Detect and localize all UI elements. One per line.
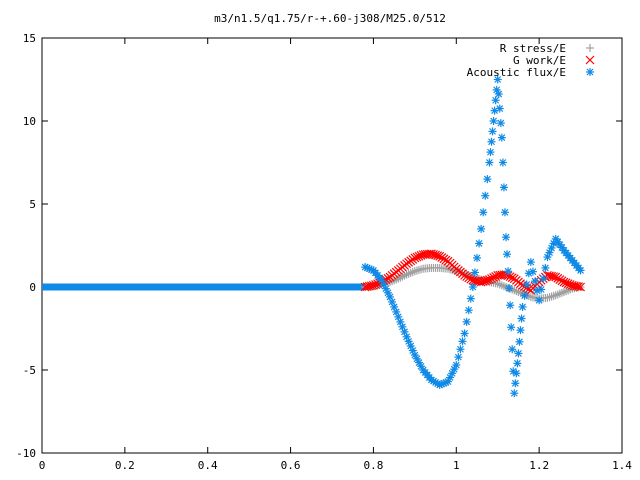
data-point xyxy=(576,266,585,275)
y-tick-label: 5 xyxy=(29,198,36,211)
data-point xyxy=(499,183,508,192)
data-point xyxy=(462,317,471,326)
x-tick-label: 1.4 xyxy=(612,459,632,472)
data-point xyxy=(507,323,516,332)
data-point xyxy=(489,117,498,125)
data-point xyxy=(481,191,490,200)
legend-label-acoustic-flux: Acoustic flux/E xyxy=(467,66,566,79)
data-point xyxy=(456,345,465,354)
data-point xyxy=(500,208,509,217)
data-point xyxy=(514,349,523,358)
data-point xyxy=(466,294,475,303)
data-point xyxy=(408,346,417,355)
y-tick-label: 10 xyxy=(23,115,36,128)
series-layer xyxy=(42,75,585,398)
data-point xyxy=(516,326,525,335)
y-tick-label: -5 xyxy=(23,364,36,377)
legend-swatch-g-work xyxy=(585,55,595,65)
plot-frame xyxy=(41,37,623,454)
data-point xyxy=(496,119,505,128)
data-point xyxy=(512,369,521,378)
data-point xyxy=(515,337,524,346)
data-point xyxy=(526,258,535,267)
y-tick-label: 15 xyxy=(23,32,36,45)
data-point xyxy=(483,175,492,184)
data-point xyxy=(477,224,486,233)
data-point xyxy=(576,282,585,292)
data-point xyxy=(537,285,546,294)
data-point xyxy=(493,75,502,84)
data-point xyxy=(487,274,496,283)
data-point xyxy=(535,296,544,305)
data-point xyxy=(470,268,479,277)
x-tick-label: 0 xyxy=(39,459,46,472)
data-point xyxy=(454,353,463,362)
data-point xyxy=(485,158,494,167)
data-point xyxy=(498,158,507,167)
data-point xyxy=(528,267,537,276)
data-point xyxy=(502,233,510,242)
x-tick-label: 0.6 xyxy=(281,459,301,472)
data-point xyxy=(506,301,515,310)
data-point xyxy=(574,282,583,292)
data-point xyxy=(415,265,423,274)
series-acoustic-flux xyxy=(361,75,585,398)
legend-label-g-work: G work/E xyxy=(513,54,566,67)
data-point xyxy=(507,273,517,283)
legend-swatch-acoustic-flux xyxy=(586,68,594,76)
data-point xyxy=(489,273,498,282)
data-point xyxy=(464,306,473,315)
data-point xyxy=(491,96,500,105)
data-point xyxy=(487,137,496,146)
data-point xyxy=(513,359,522,368)
x-tick-label: 0.4 xyxy=(198,459,218,472)
data-point xyxy=(511,379,520,388)
data-point xyxy=(504,267,513,276)
data-point xyxy=(495,104,504,113)
data-point xyxy=(541,263,550,272)
data-point xyxy=(475,239,484,248)
y-tick-label: -10 xyxy=(16,447,36,460)
data-point xyxy=(488,127,497,136)
data-point xyxy=(497,133,506,142)
data-point xyxy=(508,345,517,354)
data-point xyxy=(452,361,461,370)
x-tick-label: 1 xyxy=(453,459,460,472)
chart-title: m3/n1.5/q1.75/r-+.60-j308/M25.0/512 xyxy=(214,12,446,25)
data-point xyxy=(460,329,469,338)
y-tick-label: 0 xyxy=(29,281,36,294)
data-point xyxy=(545,293,554,302)
legend: R stress/E G work/E Acoustic flux/E xyxy=(467,42,595,79)
data-point xyxy=(520,291,529,300)
data-point xyxy=(479,208,488,217)
data-point xyxy=(494,90,503,99)
data-point xyxy=(392,307,401,316)
x-tick-label: 1.2 xyxy=(529,459,549,472)
data-point xyxy=(503,250,512,259)
legend-label-r-stress: R stress/E xyxy=(500,42,566,55)
data-point xyxy=(522,280,531,289)
data-point xyxy=(458,337,467,346)
data-point xyxy=(543,293,552,302)
x-tick-label: 0.8 xyxy=(363,459,383,472)
data-point xyxy=(486,148,495,157)
data-point xyxy=(539,274,548,283)
data-point xyxy=(468,283,477,291)
data-point xyxy=(503,271,513,281)
data-point xyxy=(531,277,539,286)
axis-ticks: 0 0.2 0.4 0.6 0.8 1 1.2 1.4 -10 -5 0 5 10 15 xyxy=(16,32,632,472)
data-point xyxy=(517,314,526,323)
data-point xyxy=(485,275,494,284)
data-point xyxy=(505,284,514,293)
data-point xyxy=(510,389,519,398)
legend-swatch-r-stress xyxy=(586,44,594,52)
data-point xyxy=(417,265,426,274)
data-point xyxy=(518,302,527,311)
data-point xyxy=(473,253,481,262)
data-point xyxy=(547,292,556,301)
x-tick-label: 0.2 xyxy=(115,459,135,472)
